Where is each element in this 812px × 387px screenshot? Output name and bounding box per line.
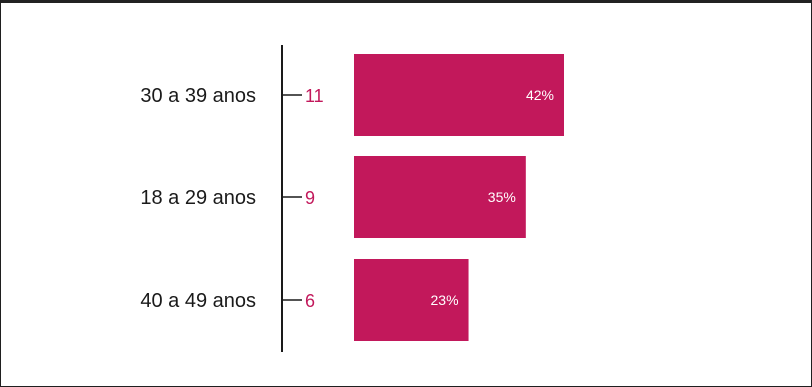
count-label: 9 — [305, 188, 315, 208]
category-label: 40 a 49 anos — [140, 290, 256, 312]
top-border-strip — [1, 0, 812, 3]
bar — [354, 54, 564, 136]
count-label: 11 — [305, 86, 324, 106]
category-label: 30 a 39 anos — [140, 85, 256, 107]
bar — [354, 259, 469, 341]
bar — [354, 156, 526, 238]
bar-rows: 30 a 39 anos 11 42% 18 a 29 anos 9 35% 40 a 49… — [140, 54, 564, 341]
count-label: 6 — [305, 291, 315, 311]
percent-label: 23% — [431, 292, 459, 308]
category-label: 18 a 29 anos — [140, 187, 256, 209]
percent-label: 35% — [488, 189, 516, 205]
percent-label: 42% — [526, 87, 554, 103]
